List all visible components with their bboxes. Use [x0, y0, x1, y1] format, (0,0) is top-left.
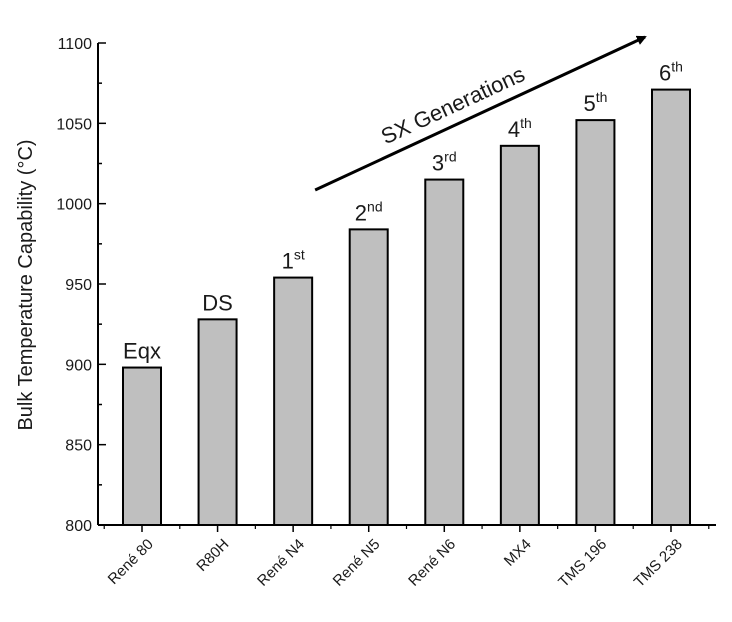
- bar-annotations-group: Eqx DS 1st 2nd 3rd 4th 5th 6th: [123, 59, 683, 364]
- bar-annotation-8: 6th: [659, 59, 683, 86]
- bars-group: [122, 88, 691, 527]
- bar-annotation-4: 2nd: [355, 198, 383, 225]
- x-category-label: René N4: [254, 536, 308, 590]
- bar-annotation-sup-6: th: [520, 115, 532, 131]
- bar-6: [499, 144, 540, 526]
- bar-annotation-sup-7: th: [596, 89, 608, 105]
- x-category-label: René N5: [330, 536, 384, 590]
- y-tick-label: 800: [65, 518, 92, 535]
- y-axis-label: Bulk Temperature Capability (°C): [15, 139, 37, 430]
- bar-4: [348, 228, 389, 527]
- bar-annotation-3: 1st: [282, 247, 305, 274]
- x-category-label: TMS 238: [631, 536, 686, 591]
- y-tick-label: 950: [65, 277, 92, 294]
- bar-annotation-5: 3rd: [432, 149, 457, 176]
- y-tick-label: 900: [65, 357, 92, 374]
- bar-annotation-7: 5th: [583, 89, 607, 116]
- y-axis-title-group: Bulk Temperature Capability (°C): [15, 139, 37, 430]
- y-tick-label: 850: [65, 438, 92, 455]
- bar-1: [122, 366, 162, 526]
- bar-annotation-1: Eqx: [123, 339, 161, 364]
- x-category-label: René N6: [405, 536, 459, 590]
- bar-7: [575, 119, 616, 527]
- bar-annotation-2: DS: [202, 290, 233, 315]
- sx-generations-label: SX Generations: [377, 61, 528, 149]
- bar-2: [197, 318, 238, 527]
- x-category-label: R80H: [193, 536, 232, 575]
- bar-3: [273, 276, 314, 526]
- y-tick-label: 1100: [58, 36, 93, 53]
- x-category-label: MX4: [501, 536, 535, 570]
- sx-generations-arrow: [314, 35, 647, 192]
- y-ticks-group: 800 850 900 950 1000 1050 1100: [56, 36, 106, 535]
- x-category-label: TMS 196: [555, 536, 610, 591]
- bar-annotation-sup-5: rd: [444, 149, 456, 165]
- y-tick-label: 1050: [56, 116, 92, 133]
- bar-annotation-sup-3: st: [294, 247, 305, 263]
- bar-annotation-sup-4: nd: [367, 198, 383, 214]
- bar-8: [651, 88, 691, 527]
- y-tick-label: 1000: [56, 197, 92, 214]
- x-category-label: René 80: [105, 536, 157, 588]
- bar-annotation-6: 4th: [508, 115, 532, 142]
- bar-5: [424, 178, 465, 526]
- bar-annotation-sup-8: th: [671, 59, 683, 75]
- x-ticks-group: René 80 R80H René N4 René N5 René N6 MX4 TMS 1…: [103, 525, 710, 591]
